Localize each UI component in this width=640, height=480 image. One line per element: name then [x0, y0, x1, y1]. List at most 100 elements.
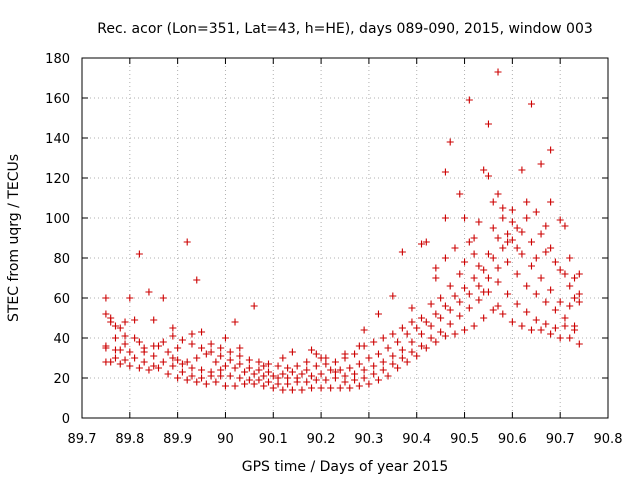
- data-point: [116, 324, 124, 332]
- data-point: [523, 214, 531, 222]
- data-point: [441, 214, 449, 222]
- data-point: [226, 356, 234, 364]
- chart-title: Rec. acor (Lon=351, Lat=43, h=HE), days …: [97, 21, 593, 37]
- axis-ticks: [81, 57, 609, 419]
- data-point: [169, 362, 177, 370]
- data-point: [236, 344, 244, 352]
- data-point: [360, 374, 368, 382]
- data-point: [250, 370, 258, 378]
- x-tick-label: 90.5: [450, 432, 479, 447]
- data-point: [341, 372, 349, 380]
- data-point: [532, 254, 540, 262]
- data-point: [484, 172, 492, 180]
- data-point: [470, 322, 478, 330]
- data-point: [231, 318, 239, 326]
- data-point: [441, 302, 449, 310]
- data-point: [331, 374, 339, 382]
- data-point: [451, 244, 459, 252]
- data-point: [164, 370, 172, 378]
- data-point: [322, 376, 330, 384]
- data-point: [298, 370, 306, 378]
- data-point: [489, 254, 497, 262]
- x-tick-label: 89.7: [68, 432, 97, 447]
- data-point: [561, 222, 569, 230]
- data-point: [446, 138, 454, 146]
- data-point: [322, 360, 330, 368]
- data-point: [556, 298, 564, 306]
- data-point: [255, 358, 263, 366]
- data-point: [274, 362, 282, 370]
- data-point: [198, 344, 206, 352]
- data-point: [351, 376, 359, 384]
- data-point: [351, 370, 359, 378]
- data-point: [308, 372, 316, 380]
- data-point: [355, 382, 363, 390]
- data-point: [346, 384, 354, 392]
- data-point: [547, 146, 555, 154]
- data-point: [183, 358, 191, 366]
- data-point: [523, 282, 531, 290]
- data-point: [398, 248, 406, 256]
- data-point: [102, 344, 110, 352]
- data-point: [217, 366, 225, 374]
- data-point: [217, 372, 225, 380]
- x-tick-label: 90.7: [546, 432, 575, 447]
- data-point: [241, 368, 249, 376]
- data-point: [513, 270, 521, 278]
- data-point: [537, 230, 545, 238]
- data-point: [413, 324, 421, 332]
- data-point: [480, 314, 488, 322]
- data-point: [542, 248, 550, 256]
- data-point: [140, 344, 148, 352]
- y-tick-label: 80: [53, 252, 70, 267]
- data-point: [470, 274, 478, 282]
- data-point: [284, 364, 292, 372]
- data-point: [145, 366, 153, 374]
- data-point: [126, 294, 134, 302]
- data-point: [542, 320, 550, 328]
- x-tick-label: 89.9: [163, 432, 192, 447]
- data-point: [121, 340, 129, 348]
- data-point: [288, 368, 296, 376]
- data-point: [360, 366, 368, 374]
- data-point: [207, 348, 215, 356]
- data-point: [518, 228, 526, 236]
- y-tick-label: 140: [45, 132, 70, 147]
- data-point: [255, 376, 263, 384]
- x-tick-labels: 89.7 89.8 89.9 90 90.1 90.2 90.3 90.4 90.5 90.6 90…: [68, 432, 623, 447]
- data-point: [202, 380, 210, 388]
- data-point: [374, 310, 382, 318]
- data-point: [140, 358, 148, 366]
- data-point: [336, 366, 344, 374]
- data-point: [107, 358, 115, 366]
- data-point: [169, 354, 177, 362]
- data-point: [269, 372, 277, 380]
- data-point: [461, 258, 469, 266]
- data-point: [547, 244, 555, 252]
- data-point: [551, 258, 559, 266]
- data-point: [403, 358, 411, 366]
- data-point: [432, 338, 440, 346]
- data-point: [418, 314, 426, 322]
- data-point: [360, 342, 368, 350]
- data-point: [231, 364, 239, 372]
- data-point: [389, 330, 397, 338]
- data-point: [456, 312, 464, 320]
- data-point: [303, 358, 311, 366]
- data-point: [427, 322, 435, 330]
- data-point: [312, 350, 320, 358]
- data-point: [575, 290, 583, 298]
- data-point: [174, 356, 182, 364]
- data-point: [102, 310, 110, 318]
- data-point: [236, 352, 244, 360]
- data-point: [537, 274, 545, 282]
- data-point: [121, 332, 129, 340]
- data-point: [150, 362, 158, 370]
- data-point: [145, 288, 153, 296]
- data-point: [317, 384, 325, 392]
- data-point: [370, 370, 378, 378]
- data-point: [547, 286, 555, 294]
- data-point: [551, 306, 559, 314]
- data-point: [111, 334, 119, 342]
